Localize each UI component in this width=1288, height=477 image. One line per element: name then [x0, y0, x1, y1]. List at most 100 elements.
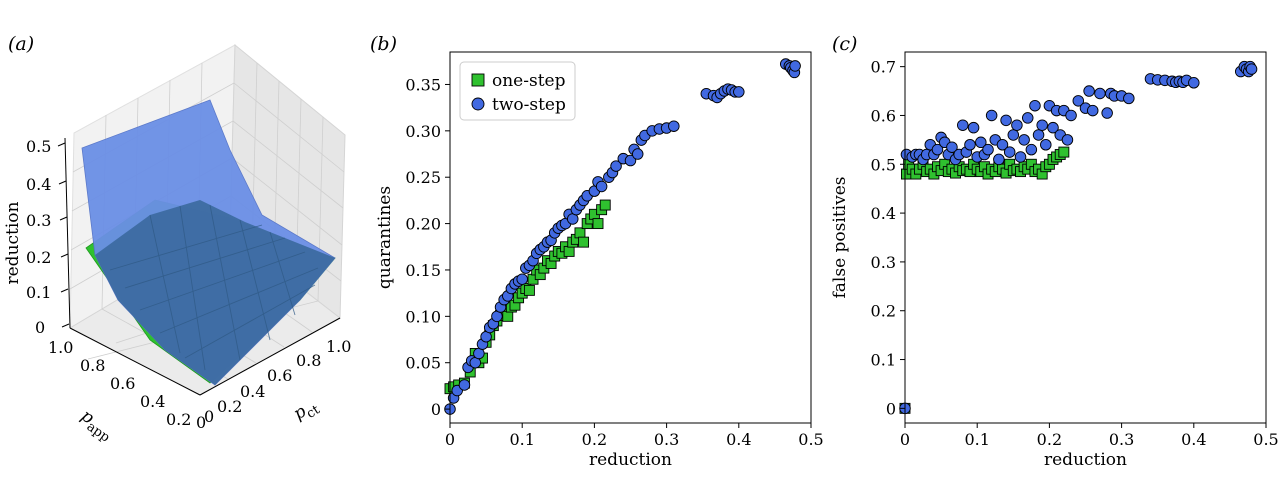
- two-step-marker: [1072, 95, 1085, 107]
- two-step-marker: [1065, 109, 1077, 122]
- z-tick-label: 0.5: [26, 137, 51, 156]
- two-step-marker: [985, 109, 998, 122]
- y-tick-label: 0.15: [405, 261, 441, 280]
- x-tick-label: 0.4: [140, 392, 165, 411]
- two-step-marker: [1032, 129, 1045, 141]
- legend-label: one-step: [492, 71, 566, 91]
- plot-frame: [449, 51, 812, 424]
- x-tick-label: 0.6: [110, 374, 135, 393]
- x-tick-label: 0.8: [80, 356, 105, 375]
- two-step-marker: [996, 138, 1009, 151]
- y-tick-label: 0.6: [267, 366, 292, 385]
- y-axis-label: false positives: [830, 177, 850, 299]
- two-step-marker: [1061, 134, 1074, 146]
- x-axis-label: reduction: [589, 450, 672, 470]
- two-step-marker: [982, 143, 994, 156]
- y-tick-label: 0.5: [871, 155, 896, 174]
- two-step-marker: [1047, 121, 1059, 134]
- svg-text:papp: papp: [75, 406, 118, 446]
- y-tick-label: 0.20: [405, 215, 441, 234]
- one-step-marker: [502, 310, 514, 322]
- x-tick-label: 0.1: [964, 430, 989, 449]
- x-tick-label: 0.2: [582, 430, 607, 449]
- two-step-marker: [946, 141, 958, 153]
- legend-box: [459, 61, 576, 121]
- z-tick-label: 0.3: [26, 211, 51, 230]
- y-tick-label: 0.30: [405, 122, 441, 141]
- two-step-marker: [458, 379, 471, 391]
- z-tick-label: 0.1: [26, 283, 51, 302]
- x-tick-label: 0: [445, 430, 455, 449]
- two-step-marker: [733, 86, 745, 98]
- two-step-marker: [1029, 99, 1041, 112]
- two-step-marker: [1003, 146, 1016, 158]
- two-step-marker: [1011, 119, 1023, 131]
- x-tick-label: 0.5: [798, 430, 823, 449]
- two-step-marker: [1083, 85, 1095, 97]
- y-axis-label: quarantines: [375, 186, 395, 289]
- surface-mixed: [95, 200, 335, 385]
- plot-frame: [904, 51, 1267, 424]
- two-step-marker: [1094, 87, 1106, 100]
- z-axis-line: [64, 137, 71, 329]
- y-tick-label: 0.10: [405, 307, 441, 326]
- x-tick-label: 0.4: [726, 430, 751, 449]
- one-step-marker: [563, 245, 575, 257]
- two-step-marker: [1000, 114, 1012, 127]
- y-tick-label: 0.1: [871, 351, 896, 370]
- y-tick-label: 0.4: [240, 382, 265, 401]
- two-step-marker: [1188, 77, 1200, 89]
- x-tick-label: 1.0: [48, 338, 73, 357]
- two-step-marker: [1036, 119, 1048, 131]
- z-tick-label: 0.2: [26, 248, 51, 267]
- y-tick-label: 0.3: [871, 253, 896, 272]
- svg-text:pct: pct: [290, 394, 323, 427]
- two-step-marker: [624, 154, 637, 167]
- two-step-marker: [1025, 143, 1038, 156]
- two-step-marker: [964, 138, 976, 151]
- y-tick-label: 0: [431, 400, 441, 419]
- two-step-marker: [1014, 151, 1027, 163]
- one-step-marker: [523, 284, 535, 296]
- two-step-marker: [516, 273, 528, 285]
- y-tick-label: 0.6: [871, 106, 896, 125]
- x-tick-label: 0: [900, 430, 910, 449]
- panel-c-label: (c): [832, 33, 857, 55]
- two-step-marker: [1040, 138, 1052, 151]
- legend: one-step two-step: [459, 61, 576, 121]
- z-axis-label: reduction: [3, 201, 23, 284]
- z-tick-label: 0.4: [26, 175, 51, 194]
- legend-label: two-step: [492, 95, 566, 115]
- legend-marker-one-step: [471, 73, 485, 87]
- one-step-marker: [574, 227, 586, 239]
- y-tick-label: 0.8: [296, 351, 321, 370]
- x-axis-line: [69, 327, 201, 396]
- two-step-marker: [1007, 129, 1020, 141]
- y-axis-line: [199, 317, 341, 396]
- x-tick-label: 0.1: [509, 430, 534, 449]
- y-tick-label: 0.4: [871, 204, 896, 223]
- y-tick-label: 0.25: [405, 168, 441, 187]
- two-step-marker: [1021, 112, 1034, 124]
- two-step-marker: [1101, 107, 1113, 119]
- x-tick-label: 0.3: [1109, 430, 1134, 449]
- panel-c: (c) 0 0.1 0.2 0.3 0.4 0.500.10.20.30.40.50.60…: [830, 33, 1279, 470]
- two-step-marker: [1123, 92, 1135, 105]
- two-step-marker: [993, 153, 1005, 166]
- panel-a-label: (a): [8, 33, 34, 55]
- two-step-marker: [975, 136, 987, 149]
- two-step-marker: [610, 160, 622, 172]
- x-tick-label: 0.2: [166, 410, 191, 429]
- two-step-marker: [789, 60, 801, 72]
- two-step-marker: [1245, 63, 1258, 75]
- x-tick-label: 0.5: [1253, 430, 1278, 449]
- panel-b-label: (b): [370, 33, 397, 55]
- y-tick-label: 0.05: [405, 354, 441, 373]
- x-tick-label: 0: [196, 413, 206, 432]
- two-step-marker: [931, 143, 944, 156]
- two-step-marker: [668, 120, 680, 132]
- surface-mesh: [109, 204, 319, 371]
- x-tick-label: 0.2: [1037, 430, 1062, 449]
- z-axis-ticks: [57, 142, 70, 328]
